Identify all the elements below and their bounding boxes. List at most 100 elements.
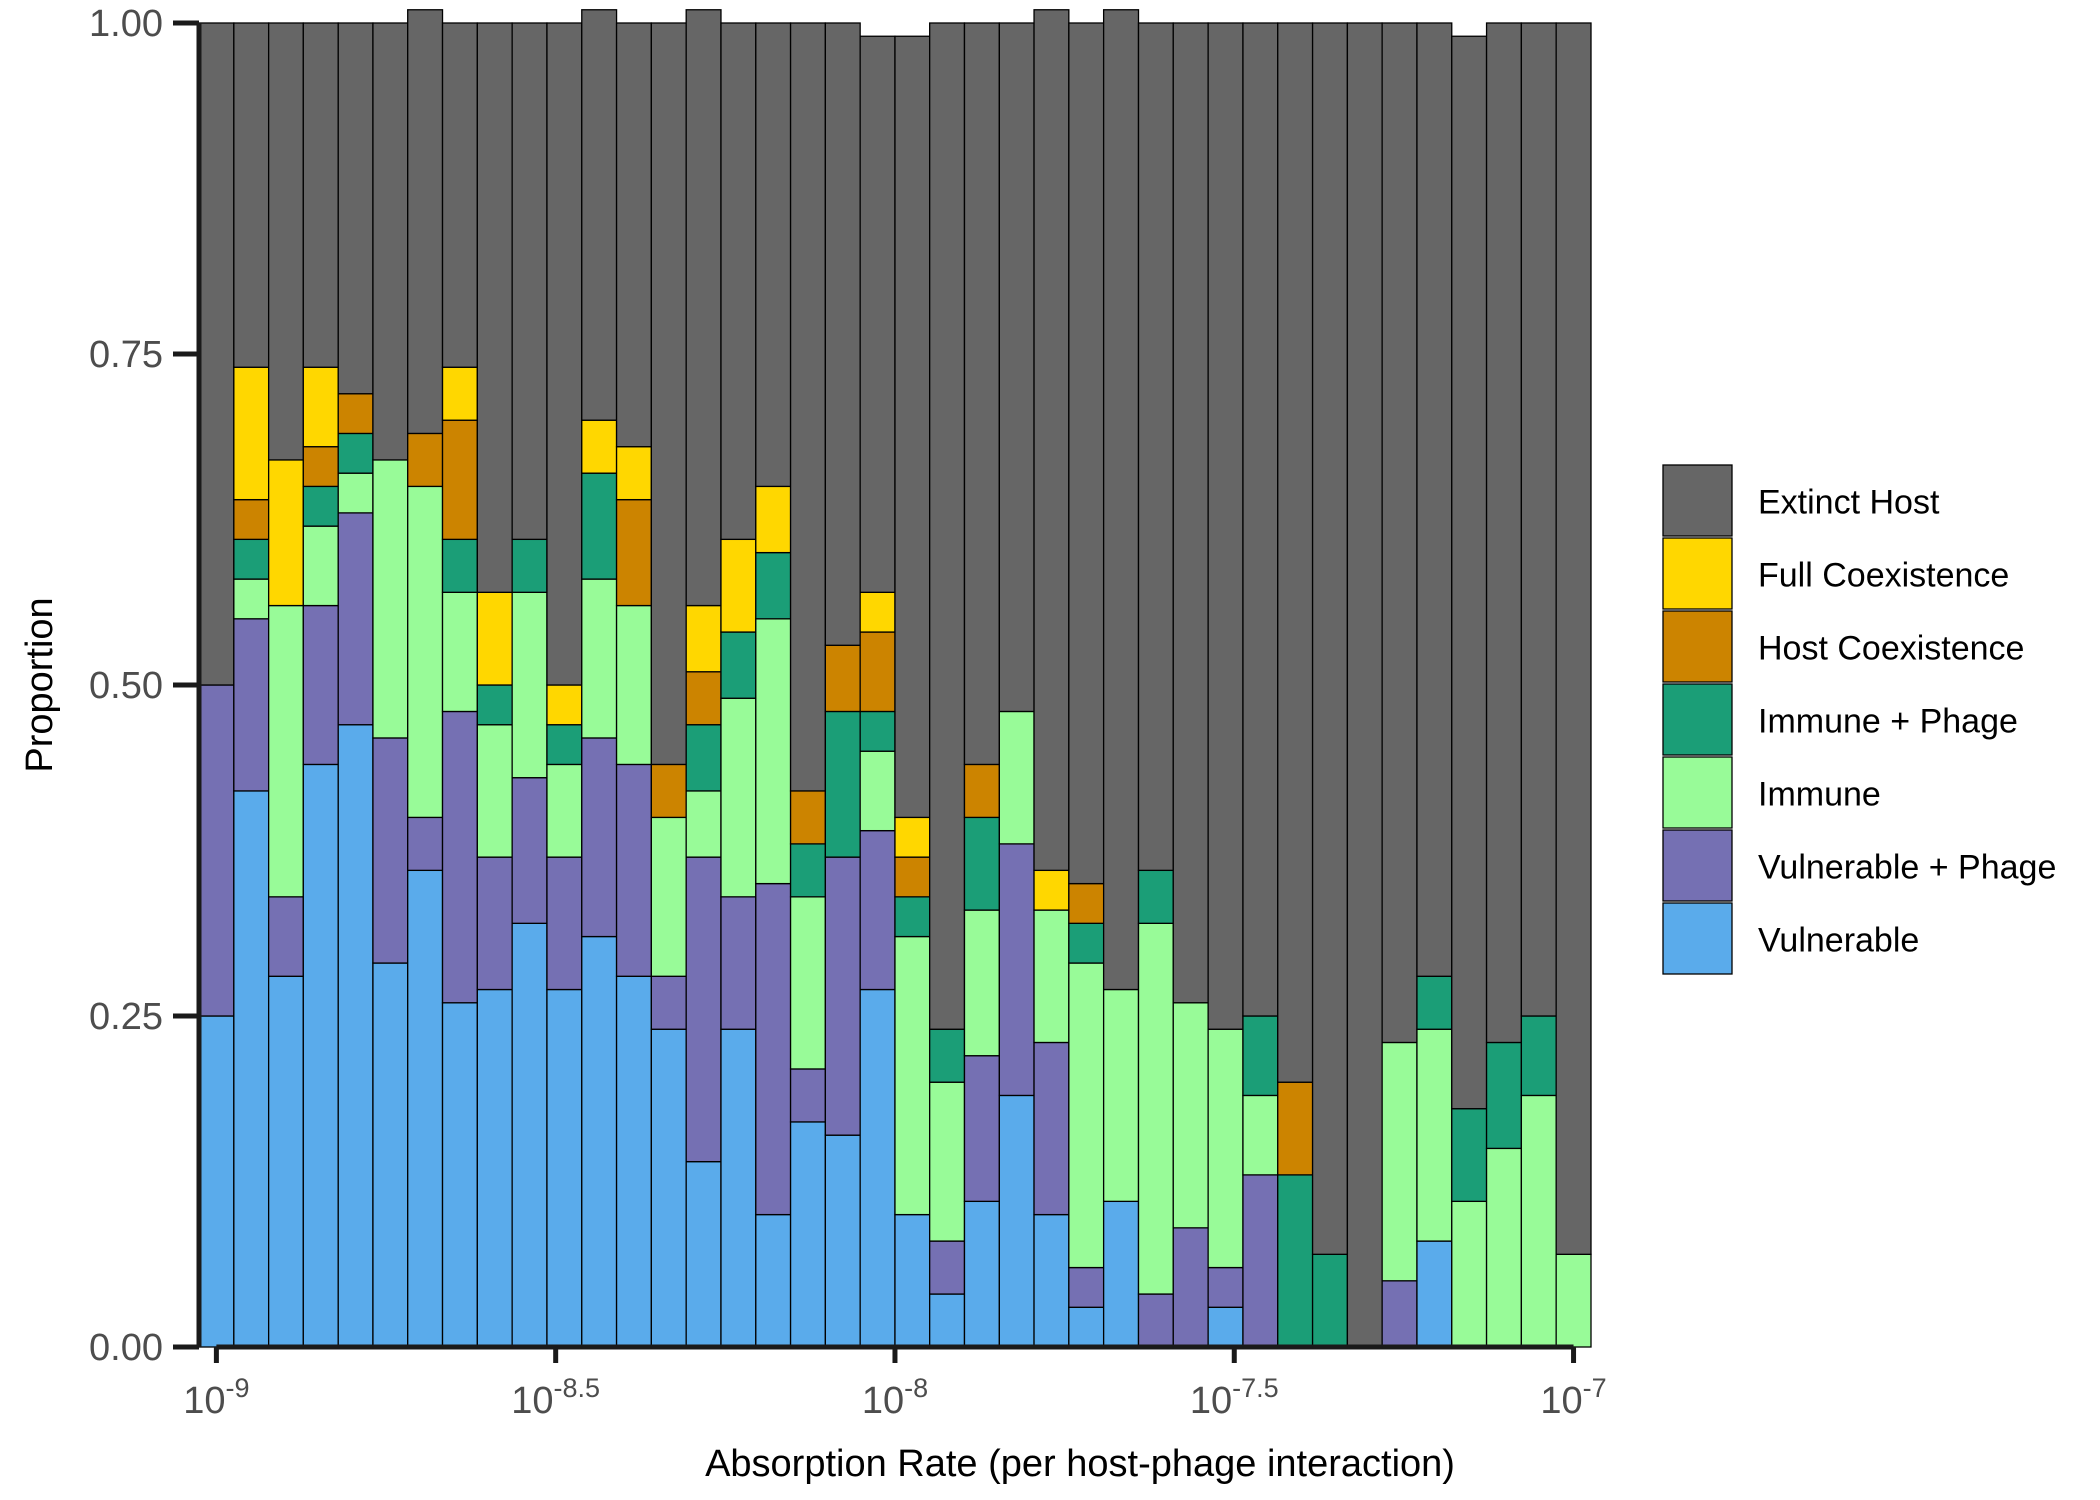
bar-segment <box>1102 988 1140 1203</box>
legend-label: Immune <box>1758 776 1881 814</box>
bar-segment <box>1068 922 1105 964</box>
bar-segment <box>1416 975 1453 1030</box>
bar-segment <box>615 604 652 766</box>
bar-segment <box>372 737 409 964</box>
bar-segment <box>720 1028 757 1348</box>
legend-key <box>1662 610 1733 683</box>
bar-segment <box>1172 1227 1209 1348</box>
bar-segment <box>233 538 270 580</box>
bar-segment <box>859 710 896 752</box>
bar-segment <box>372 459 409 739</box>
bar-segment <box>894 935 931 1216</box>
bar-segment <box>720 631 757 699</box>
bar-segment <box>685 671 722 726</box>
bar-segment <box>1207 1306 1244 1348</box>
bar-segment <box>546 724 583 766</box>
bar-segment <box>755 1213 792 1348</box>
bar-segment <box>407 869 444 1348</box>
bar-segment <box>267 22 304 461</box>
y-tick-label: 0.50 <box>89 665 163 707</box>
bar-segment <box>1520 22 1557 1017</box>
bar-segment <box>1311 1253 1349 1348</box>
bar-segment <box>407 816 444 872</box>
bar-segment <box>546 763 583 858</box>
bar-segment <box>1033 1041 1070 1216</box>
x-tick-base: 10 <box>862 1380 904 1422</box>
bar-segment <box>302 22 339 368</box>
bar-segment <box>511 777 548 924</box>
bar-segment <box>476 988 513 1348</box>
bar-segment <box>1068 882 1105 924</box>
bar-segment <box>441 538 478 593</box>
bar-segment <box>859 35 896 593</box>
bar-segment <box>198 1015 235 1348</box>
bar-segment <box>650 975 687 1030</box>
bar-segment <box>1555 22 1592 1255</box>
bar-segment <box>1381 1280 1418 1348</box>
bar-segment <box>615 763 652 977</box>
y-axis-title: Proportion <box>19 597 61 772</box>
x-axis-title: Absorption Rate (per host-phage interact… <box>705 1443 1455 1485</box>
bar-segment <box>998 843 1035 1097</box>
bar-segment <box>1207 1028 1244 1269</box>
bar-segment <box>441 22 478 368</box>
bar-segment <box>894 1213 931 1348</box>
x-tick-label: 10-8 <box>862 1373 928 1422</box>
x-tick-exponent: -7.5 <box>1232 1373 1279 1403</box>
bar-segment <box>685 1160 722 1348</box>
bar-segment <box>267 604 304 898</box>
bar-segment <box>1520 1015 1557 1097</box>
bar-segment <box>1207 1266 1244 1308</box>
bar-segment <box>441 419 478 541</box>
x-tick-base: 10 <box>1190 1380 1232 1422</box>
bar-segment <box>650 22 687 766</box>
bar-segment <box>789 22 827 792</box>
bar-segment <box>302 446 339 488</box>
bar-segment <box>1033 9 1070 872</box>
bar-segment <box>824 710 861 858</box>
bar-segment <box>233 618 270 792</box>
bar-segment <box>824 1134 861 1348</box>
bar-segment <box>615 498 652 607</box>
bar-segment <box>1277 1174 1314 1348</box>
bar-segment <box>824 856 861 1136</box>
bar-segment <box>1102 9 1140 991</box>
bar-segment <box>1451 1200 1488 1348</box>
x-tick-label: 10-9 <box>183 1373 249 1422</box>
bar-segment <box>720 896 757 1030</box>
bar-segment <box>1311 22 1349 1255</box>
bar-segment <box>859 829 896 991</box>
bar-segment <box>929 1240 966 1295</box>
bar-segment <box>998 1094 1035 1348</box>
bar-segment <box>233 498 270 541</box>
bar-segment <box>650 763 687 819</box>
bar-segment <box>685 790 722 858</box>
x-tick-exponent: -8.5 <box>554 1373 601 1403</box>
y-tick-label: 0.25 <box>89 996 163 1038</box>
bar-segment <box>372 22 409 461</box>
bar-segment <box>302 485 339 527</box>
bar-segment <box>581 935 618 1348</box>
bar-segment <box>1207 22 1244 1030</box>
bar-segment <box>685 856 722 1163</box>
x-tick-base: 10 <box>183 1380 225 1422</box>
bar-segment <box>1381 22 1418 1044</box>
legend-label: Full Coexistence <box>1758 557 2009 595</box>
bar-segment <box>511 922 548 1348</box>
bar-segment <box>789 843 827 898</box>
bar-segment <box>1242 1174 1279 1348</box>
bar-segment <box>407 9 444 435</box>
bar-segment <box>372 962 409 1348</box>
bar-segment <box>233 366 270 501</box>
legend-label: Vulnerable <box>1758 922 1919 960</box>
bar-segment <box>546 856 583 991</box>
legend-key <box>1662 537 1733 610</box>
bar-segment <box>407 485 444 819</box>
bar-segment <box>1416 22 1453 977</box>
x-tick-exponent: -9 <box>226 1373 250 1403</box>
bar-segment <box>894 35 931 819</box>
bar-segment <box>233 22 270 368</box>
bar-segment <box>476 591 513 686</box>
